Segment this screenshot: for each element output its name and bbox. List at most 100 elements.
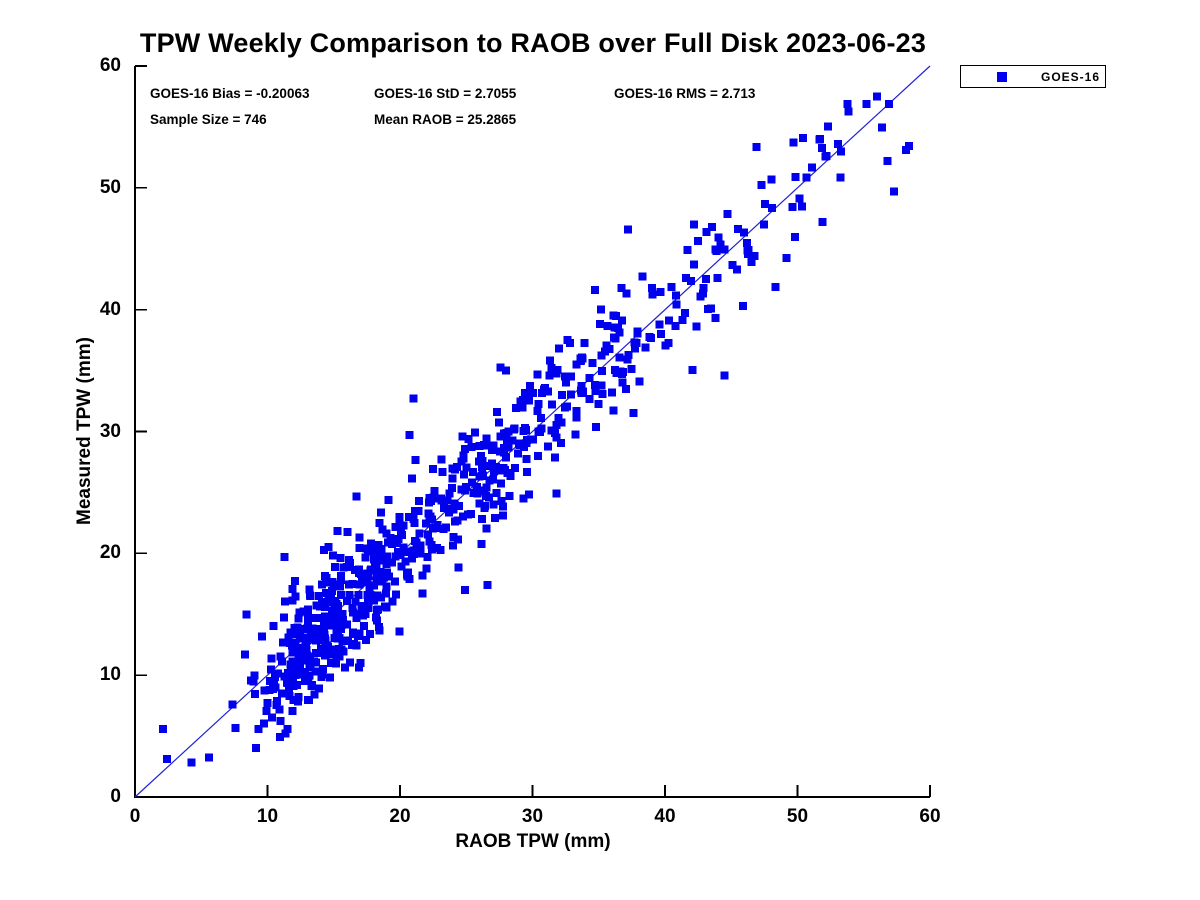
scatter-point bbox=[392, 590, 401, 599]
scatter-point bbox=[335, 652, 344, 661]
scatter-point bbox=[442, 523, 451, 532]
scatter-point bbox=[370, 596, 379, 605]
scatter-point bbox=[384, 572, 393, 581]
scatter-point bbox=[557, 418, 566, 427]
scatter-point bbox=[596, 320, 605, 328]
scatter-point bbox=[348, 608, 357, 617]
scatter-point bbox=[566, 372, 575, 381]
scatter-point bbox=[478, 457, 487, 466]
scatter-point bbox=[461, 445, 470, 454]
scatter-point bbox=[638, 272, 647, 281]
scatter-point bbox=[546, 356, 554, 365]
scatter-point bbox=[280, 553, 289, 562]
scatter-point bbox=[382, 603, 391, 612]
scatter-point bbox=[617, 283, 626, 292]
scatter-point bbox=[623, 225, 632, 234]
scatter-point bbox=[314, 684, 323, 693]
scatter-point bbox=[520, 389, 529, 398]
scatter-point bbox=[231, 724, 240, 732]
scatter-point bbox=[305, 591, 314, 600]
scatter-point bbox=[363, 569, 372, 578]
scatter-point bbox=[362, 544, 371, 553]
scatter-point bbox=[481, 501, 489, 510]
scatter-point bbox=[494, 466, 503, 475]
scatter-point bbox=[288, 657, 297, 666]
scatter-point bbox=[760, 200, 769, 209]
scatter-point bbox=[316, 636, 325, 644]
scatter-point bbox=[597, 381, 606, 390]
scatter-point bbox=[332, 659, 341, 668]
scatter-point bbox=[347, 641, 356, 650]
scatter-point bbox=[553, 366, 562, 374]
identity-line bbox=[134, 65, 931, 798]
scatter-point bbox=[260, 719, 268, 728]
scatter-point bbox=[630, 344, 639, 353]
scatter-point bbox=[335, 644, 343, 653]
legend: GOES-16 bbox=[960, 65, 1106, 88]
scatter-point bbox=[284, 633, 293, 642]
scatter-point bbox=[324, 643, 333, 652]
scatter-point bbox=[300, 667, 309, 676]
x-tick-label: 40 bbox=[654, 806, 676, 827]
x-tick-label: 0 bbox=[129, 806, 141, 827]
scatter-point bbox=[483, 581, 492, 589]
legend-series-label: GOES-16 bbox=[1041, 69, 1101, 84]
stat-bias: GOES-16 Bias = -0.20063 bbox=[150, 86, 310, 101]
scatter-point bbox=[629, 409, 638, 418]
scatter-point bbox=[250, 671, 259, 680]
scatter-point bbox=[377, 544, 386, 553]
scatter-point bbox=[373, 591, 382, 600]
scatter-point bbox=[448, 483, 456, 492]
scatter-point bbox=[388, 558, 397, 567]
scatter-point bbox=[689, 220, 698, 229]
scatter-point bbox=[339, 647, 348, 656]
scatter-point bbox=[325, 598, 334, 607]
scatter-point bbox=[487, 445, 496, 454]
scatter-point bbox=[508, 436, 517, 445]
scatter-point bbox=[610, 323, 619, 332]
scatter-point bbox=[728, 260, 737, 269]
scatter-point bbox=[289, 630, 298, 639]
scatter-point bbox=[281, 597, 290, 606]
scatter-point bbox=[492, 488, 501, 497]
scatter-point bbox=[324, 542, 333, 551]
scatter-point bbox=[771, 283, 780, 292]
scatter-point bbox=[187, 758, 196, 767]
scatter-point bbox=[672, 300, 681, 309]
scatter-point bbox=[478, 472, 487, 481]
scatter-point bbox=[304, 672, 313, 681]
scatter-point bbox=[463, 510, 472, 519]
scatter-point bbox=[316, 625, 324, 634]
scatter-point bbox=[428, 465, 437, 474]
scatter-point bbox=[477, 452, 486, 461]
scatter-point bbox=[370, 581, 378, 590]
scatter-point bbox=[545, 371, 554, 380]
scatter-point bbox=[355, 629, 364, 638]
scatter-point bbox=[496, 363, 505, 372]
scatter-point bbox=[304, 696, 312, 705]
scatter-point bbox=[267, 665, 275, 674]
scatter-point bbox=[376, 550, 385, 559]
scatter-point bbox=[580, 339, 589, 347]
scatter-point bbox=[354, 591, 363, 599]
scatter-point bbox=[352, 492, 361, 501]
scatter-point bbox=[355, 580, 364, 589]
scatter-point bbox=[623, 355, 632, 364]
scatter-point bbox=[692, 322, 701, 331]
scatter-point bbox=[558, 390, 567, 399]
scatter-point bbox=[499, 511, 508, 520]
scatter-point bbox=[611, 312, 620, 321]
scatter-point bbox=[526, 382, 534, 391]
scatter-point bbox=[522, 425, 531, 434]
scatter-point bbox=[798, 202, 807, 211]
scatter-point bbox=[280, 613, 289, 622]
scatter-point bbox=[512, 403, 521, 412]
scatter-point bbox=[343, 528, 352, 537]
scatter-point bbox=[308, 624, 317, 633]
scatter-point bbox=[747, 258, 756, 266]
scatter-point bbox=[618, 378, 627, 387]
scatter-point bbox=[547, 426, 556, 435]
chart-title: TPW Weekly Comparison to RAOB over Full … bbox=[139, 28, 927, 58]
scatter-point bbox=[272, 701, 281, 709]
scatter-point bbox=[528, 435, 537, 444]
